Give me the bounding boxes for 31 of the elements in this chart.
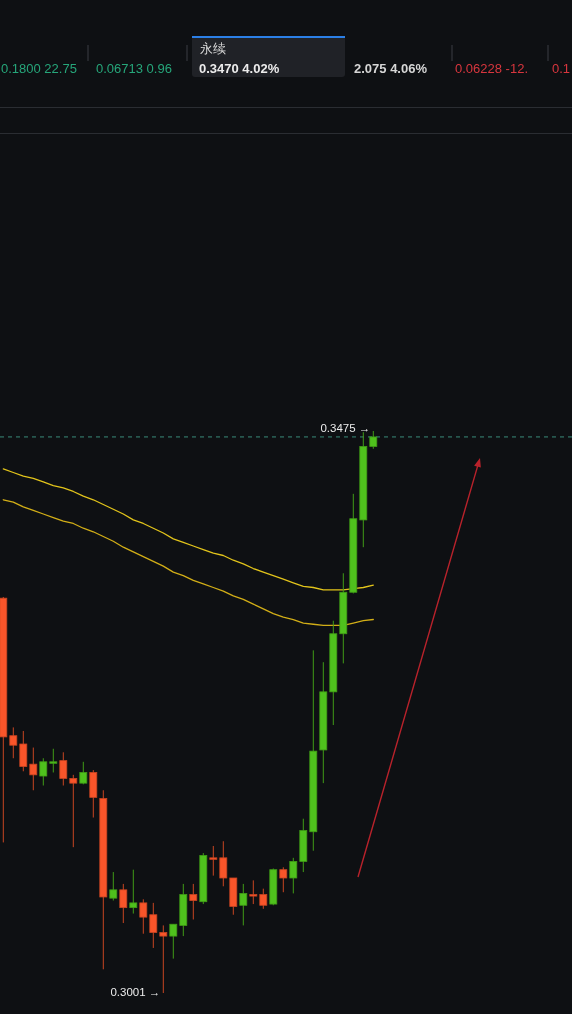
candlestick (259, 888, 268, 910)
annotation: 0.3475 → (320, 422, 371, 435)
candlestick (169, 923, 178, 960)
text: 0.06228 -12. (455, 61, 529, 76)
candlestick (19, 730, 28, 772)
candlestick (139, 898, 148, 935)
candlestick (219, 840, 228, 887)
candlestick (49, 748, 58, 773)
candlestick (249, 879, 258, 905)
candlestick (289, 857, 298, 894)
candlestick (149, 902, 158, 949)
candlestick (119, 883, 128, 924)
candlestick (59, 751, 68, 787)
text: 永续 (200, 41, 226, 56)
candlestick (109, 871, 118, 902)
text: 0.1 (552, 61, 571, 76)
candlestick (129, 869, 138, 915)
candlestick (239, 883, 248, 926)
text: 0.06713 0.96 (96, 61, 172, 76)
text: 0.3470 4.02% (199, 61, 280, 76)
text: 0.1800 22.75 (1, 61, 77, 76)
candlestick (279, 866, 288, 893)
candlestick (9, 726, 18, 759)
candlestick (209, 845, 218, 877)
candlestick (189, 883, 198, 920)
candlestick (69, 774, 78, 848)
text: 2.075 4.06% (354, 61, 428, 76)
annotation: 0.3001 → (110, 986, 161, 999)
candlestick (159, 924, 168, 994)
candlestick (29, 747, 38, 791)
candlestick (39, 757, 48, 787)
